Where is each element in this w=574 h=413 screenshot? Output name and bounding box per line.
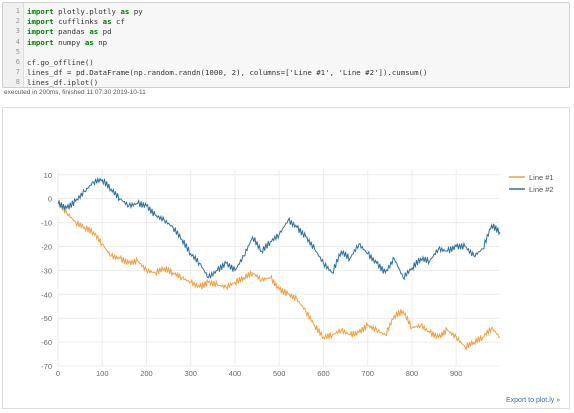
y-tick-label: -40 — [41, 290, 52, 299]
line-number: 8 — [15, 78, 20, 87]
code-text: plotly.plotly — [53, 7, 121, 16]
code-text: np — [93, 37, 108, 47]
code-line: import plotly.plotly as py — [27, 7, 143, 16]
code-line: import pandas as pd — [27, 27, 112, 36]
code-text: cf.go_offline() — [27, 58, 94, 67]
y-tick-label: -20 — [41, 242, 52, 251]
x-tick-label: 500 — [273, 369, 286, 378]
code-text: lines_df.iplot() — [27, 78, 99, 88]
y-tick-label: -10 — [41, 219, 52, 228]
y-tick-label: -30 — [41, 266, 52, 275]
x-tick-label: 400 — [229, 369, 242, 378]
code-keyword: as — [84, 37, 94, 47]
y-tick-label: -50 — [41, 314, 52, 323]
code-keyword: import — [27, 17, 54, 27]
line-chart[interactable]: 100-10-20-30-40-50-60-700 100 200 300 400 500… — [3, 108, 569, 408]
line-number: 3 — [15, 27, 20, 36]
execution-info: executed in 200ms, finished 11:07:30 201… — [4, 89, 146, 96]
code-keyword: as — [102, 17, 112, 27]
legend-label: Line #2 — [529, 185, 554, 194]
code-text: cf — [111, 17, 125, 27]
code-line: import numpy as np — [27, 38, 107, 47]
code-line: import cufflinks as cf — [27, 17, 125, 26]
line-number: 1 — [15, 7, 20, 15]
y-tick-label: 0 — [48, 195, 52, 204]
x-tick-label: 300 — [184, 369, 197, 378]
code-keyword: import — [27, 27, 54, 37]
code-text: pd — [98, 27, 112, 37]
line-number: 4 — [15, 37, 20, 46]
y-tick-label: -60 — [41, 338, 52, 347]
series-line-1 — [57, 203, 501, 352]
line-number: 2 — [15, 17, 20, 26]
line-number: 7 — [15, 68, 20, 77]
x-tick-label: 100 — [96, 369, 109, 378]
export-to-plotly-link[interactable]: Export to plot.ly » — [506, 397, 561, 404]
x-tick-label: 200 — [140, 369, 153, 378]
y-tick-label: 10 — [44, 171, 52, 180]
y-tick-label: -70 — [41, 362, 52, 371]
series-line-2 — [57, 176, 501, 281]
legend-label: Line #1 — [529, 173, 554, 182]
x-tick-label: 900 — [450, 369, 463, 378]
x-tick-label: 600 — [317, 369, 330, 378]
code-text: pandas — [53, 27, 90, 37]
code-text: py — [129, 7, 143, 16]
x-tick-label: 800 — [406, 369, 419, 378]
code-text: cufflinks — [53, 17, 103, 27]
output-area: 10 0 -10 -20 -30 -40 -50 -60 -70 0 100 200 300 400 500… — [2, 107, 570, 409]
code-keyword: import — [27, 7, 54, 16]
code-text: lines_df = pd.DataFrame(np.random.randn(… — [27, 68, 428, 78]
code-line: lines_df = pd.DataFrame(np.random.randn(… — [27, 68, 427, 77]
line-number: 5 — [15, 47, 20, 56]
code-line: cf.go_offline() — [27, 58, 94, 67]
x-tick-label: 0 — [56, 369, 60, 378]
code-keyword: import — [27, 37, 54, 47]
line-number: 6 — [15, 58, 20, 66]
code-keyword: as — [89, 27, 99, 37]
x-tick-label: 700 — [361, 369, 374, 378]
code-keyword: as — [120, 7, 130, 16]
code-line: lines_df.iplot() — [27, 78, 98, 87]
code-text: numpy — [53, 37, 85, 47]
